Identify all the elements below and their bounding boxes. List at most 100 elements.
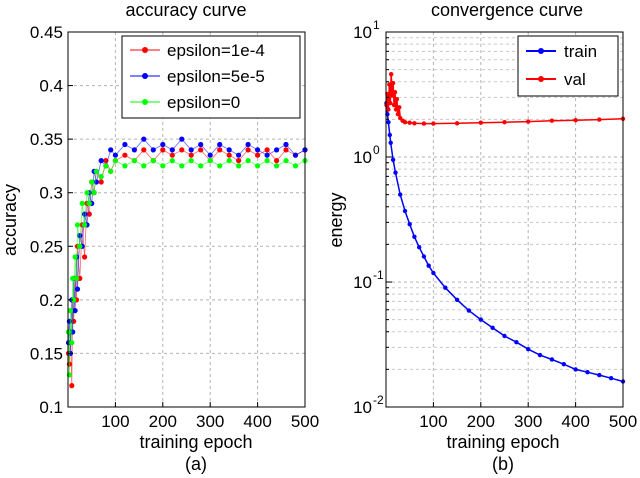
accuracy-data-point [169, 152, 175, 158]
convergence-data-point [387, 82, 392, 87]
accuracy-legend-swatch-marker [142, 99, 148, 105]
convergence-data-point [549, 357, 555, 362]
convergence-x-tick-label: 100 [419, 412, 447, 431]
convergence-data-point [421, 254, 427, 259]
accuracy-data-point [255, 147, 261, 153]
accuracy-y-tick-label: 0.4 [39, 77, 63, 96]
convergence-data-point [608, 376, 614, 381]
convergence-ylabel: energy [326, 192, 346, 247]
accuracy-data-point [160, 147, 166, 153]
accuracy-data-point [236, 163, 242, 169]
accuracy-data-point [188, 147, 194, 153]
convergence-data-point [394, 97, 400, 102]
convergence-x-tick-label: 300 [514, 412, 542, 431]
convergence-legend-swatch-marker [538, 76, 544, 82]
accuracy-series [65, 136, 308, 389]
convergence-data-point [573, 118, 578, 123]
accuracy-data-point [84, 190, 90, 196]
convergence-data-point [597, 117, 602, 122]
convergence-data-point [388, 140, 393, 145]
accuracy-data-point [274, 147, 280, 153]
accuracy-data-point [245, 141, 251, 148]
accuracy-data-point [69, 383, 75, 389]
accuracy-data-point [274, 158, 280, 164]
accuracy-data-point [72, 308, 78, 314]
accuracy-data-point [236, 158, 242, 164]
accuracy-legend-label: epsilon=5e-5 [167, 67, 265, 86]
accuracy-data-point [198, 163, 204, 169]
convergence-x-tick-label: 400 [561, 412, 589, 431]
accuracy-chart: 100 200 300 400 500 0.1 0.15 0.2 0.25 0.3 0.35 0.4 0… [0, 0, 319, 474]
accuracy-y-tick-label: 0.45 [30, 23, 63, 42]
accuracy-y-tick-label: 0.15 [30, 344, 63, 363]
convergence-data-point [407, 120, 412, 125]
convergence-data-point [466, 308, 472, 313]
accuracy-data-point [292, 163, 299, 169]
convergence-data-point [597, 372, 602, 378]
convergence-title: convergence curve [431, 0, 583, 20]
convergence-y-tick-exponent: 0 [373, 143, 380, 157]
accuracy-data-point [207, 158, 213, 164]
accuracy-panel-label: (a) [185, 454, 207, 474]
accuracy-x-tick-label: 200 [149, 412, 177, 431]
convergence-data-point [402, 120, 408, 125]
accuracy-data-point [198, 141, 204, 148]
accuracy-data-point [274, 163, 280, 169]
convergence-data-point [502, 120, 507, 125]
accuracy-x-tick-label: 100 [101, 412, 129, 431]
accuracy-data-point [71, 297, 77, 303]
accuracy-ylabel: accuracy [0, 184, 20, 256]
convergence-data-point [412, 121, 417, 126]
accuracy-data-point [93, 168, 99, 174]
accuracy-data-point [98, 158, 104, 164]
convergence-data-point [397, 105, 402, 110]
convergence-series [384, 72, 626, 384]
accuracy-data-point [91, 190, 97, 196]
convergence-xlabel: training epoch [446, 432, 559, 452]
convergence-data-point [426, 263, 431, 268]
accuracy-data-point [283, 147, 289, 153]
convergence-data-point [526, 119, 531, 124]
convergence-data-point [386, 120, 391, 125]
accuracy-data-point [207, 152, 213, 158]
convergence-data-point [478, 120, 483, 125]
convergence-legend-label: train [564, 42, 597, 61]
convergence-data-point [407, 222, 412, 227]
accuracy-data-point [72, 254, 78, 260]
accuracy-x-tick-label: 500 [291, 412, 319, 431]
accuracy-data-point [82, 211, 88, 217]
accuracy-data-point [198, 147, 204, 153]
convergence-data-point [490, 325, 495, 330]
accuracy-data-point [141, 136, 147, 142]
accuracy-legend: epsilon=1e-4 epsilon=5e-5 epsilon=0 [121, 35, 301, 119]
accuracy-data-point [67, 308, 73, 314]
accuracy-data-point [245, 147, 251, 153]
accuracy-x-tick-label: 400 [243, 412, 271, 431]
accuracy-data-point [69, 340, 75, 346]
convergence-legend: train val [517, 35, 619, 97]
convergence-y-tick-label: 10 [353, 148, 372, 167]
convergence-data-point [454, 297, 460, 302]
convergence-data-point [391, 102, 397, 108]
accuracy-data-point [226, 152, 232, 158]
accuracy-data-point [74, 286, 81, 292]
convergence-x-tick-label: 500 [609, 412, 637, 431]
accuracy-y-tick-label: 0.35 [30, 130, 63, 149]
accuracy-data-point [122, 152, 128, 158]
accuracy-data-point [141, 147, 147, 153]
convergence-data-point [389, 72, 394, 77]
convergence-y-tick-label: 10 [353, 23, 372, 42]
accuracy-x-tick-label: 300 [196, 412, 224, 431]
accuracy-title: accuracy curve [125, 0, 246, 20]
accuracy-data-point [283, 141, 289, 148]
accuracy-data-point [292, 152, 299, 158]
convergence-data-point [421, 121, 427, 126]
accuracy-data-point [98, 179, 104, 185]
accuracy-data-point [74, 222, 81, 228]
accuracy-data-point [255, 163, 261, 169]
accuracy-legend-label: epsilon=0 [167, 93, 240, 112]
convergence-data-point [412, 234, 417, 239]
accuracy-data-point [264, 152, 270, 158]
